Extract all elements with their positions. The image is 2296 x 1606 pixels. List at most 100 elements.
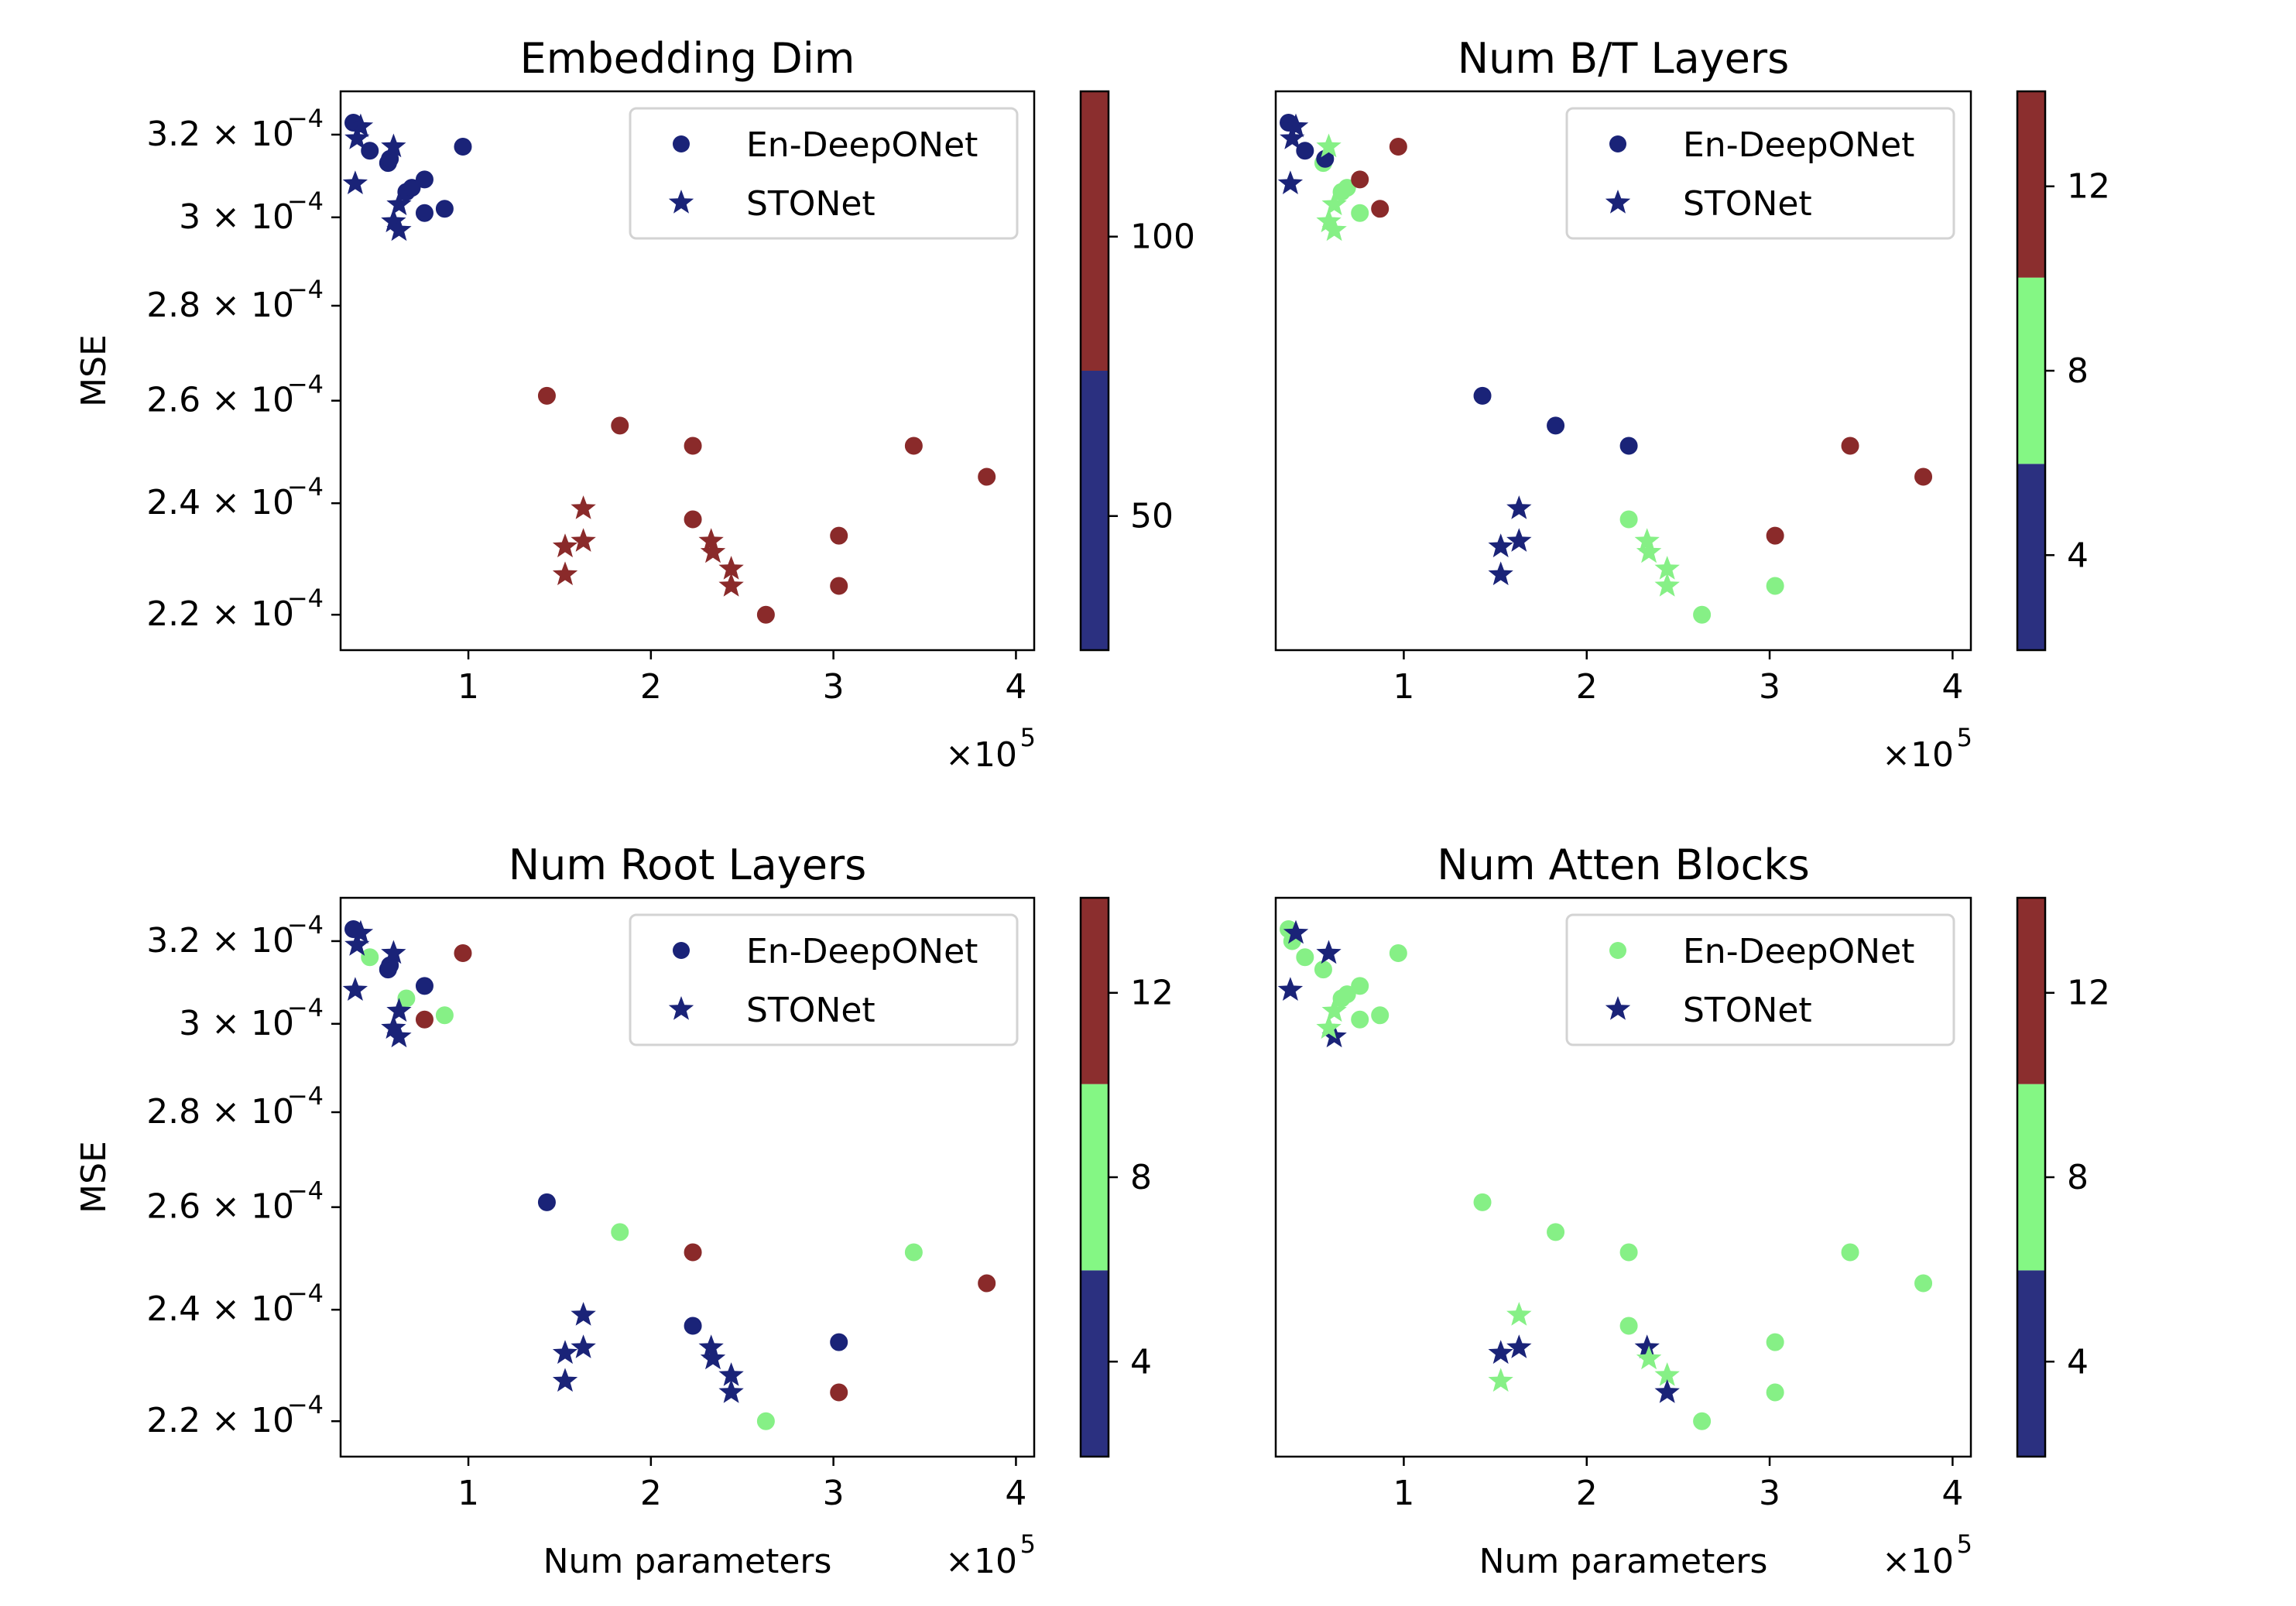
data-point <box>435 200 454 218</box>
data-point-star <box>348 919 374 944</box>
colorbar-segment <box>1081 1084 1109 1271</box>
data-point <box>454 944 472 963</box>
chart-title: Num Root Layers <box>509 841 867 889</box>
y-tick-exponent: −4 <box>287 1176 324 1206</box>
legend: En-DeepONet STONet <box>1565 913 1955 1046</box>
data-point-star <box>698 528 724 552</box>
data-point-star <box>700 1345 726 1370</box>
data-point <box>904 1243 923 1262</box>
data-point-star <box>1316 208 1342 233</box>
data-point <box>1914 467 1933 486</box>
data-point <box>684 510 702 529</box>
data-point <box>830 1333 848 1351</box>
data-point-star <box>1636 1345 1662 1370</box>
legend-marker-star <box>1605 996 1631 1020</box>
data-point-star <box>1654 1362 1680 1386</box>
colorbar: 4 8 12 <box>1079 896 1174 1458</box>
data-point-star <box>386 1023 412 1048</box>
colorbar-frame <box>1079 90 1110 652</box>
colorbar-tick-label: 8 <box>2067 351 2089 391</box>
series-stonet <box>1277 919 1680 1403</box>
data-point <box>415 204 433 222</box>
data-point <box>1351 204 1369 222</box>
data-point-star <box>571 528 596 552</box>
data-point-star <box>342 170 368 194</box>
data-point-star <box>718 556 744 580</box>
data-point-star <box>386 998 412 1022</box>
series-stonet <box>342 919 744 1403</box>
data-point <box>1296 142 1314 160</box>
data-point <box>415 977 433 995</box>
data-point <box>1338 179 1356 197</box>
data-point-star <box>344 932 370 956</box>
legend-box <box>1565 107 1955 240</box>
data-point <box>1766 1383 1784 1402</box>
series-en-deeponet <box>1280 920 1933 1430</box>
legend-label-stonet: STONet <box>1683 991 1812 1030</box>
legend-marker-circle <box>1609 942 1626 959</box>
colorbar-segment <box>2017 277 2045 464</box>
y-tick-label: 2.6 × 10 <box>146 381 294 420</box>
x-multiplier-label: ×10 <box>945 1542 1017 1581</box>
data-point <box>1389 138 1407 156</box>
y-tick-exponent: −4 <box>287 1390 324 1419</box>
data-point <box>830 1383 848 1402</box>
data-point <box>435 1006 454 1025</box>
data-point-star <box>386 217 412 241</box>
data-point <box>415 1010 433 1029</box>
legend-box <box>629 913 1019 1046</box>
y-tick-exponent: −4 <box>287 584 324 613</box>
colorbar-tick-label: 12 <box>1130 974 1174 1013</box>
x-tick-label: 3 <box>823 667 845 707</box>
data-point <box>1619 437 1638 455</box>
y-tick-exponent: −4 <box>287 275 324 304</box>
data-point-star <box>718 573 744 597</box>
y-tick-label: 2.8 × 10 <box>146 286 294 325</box>
y-tick-label: 3.2 × 10 <box>146 921 294 961</box>
data-point <box>1296 948 1314 967</box>
data-point-star <box>1506 1334 1532 1358</box>
data-point-star <box>1634 528 1660 552</box>
y-tick-exponent: −4 <box>287 472 324 502</box>
data-point-star <box>1316 940 1342 964</box>
data-point-star <box>381 133 406 158</box>
series-stonet <box>1277 113 1680 597</box>
y-tick-exponent: −4 <box>287 1279 324 1308</box>
data-point-star <box>1506 1302 1532 1326</box>
data-point-star <box>718 1379 744 1403</box>
data-point-star <box>1654 556 1680 580</box>
x-tick-label: 2 <box>640 1474 662 1513</box>
data-point-star <box>700 539 726 563</box>
data-point-star <box>552 1340 578 1365</box>
data-point <box>684 1243 702 1262</box>
data-point-star <box>1277 170 1304 194</box>
data-point <box>611 416 629 435</box>
data-point <box>1914 1274 1933 1293</box>
x-tick-label: 2 <box>1576 667 1598 707</box>
legend: En-DeepONet STONet <box>1565 107 1955 240</box>
data-point-star <box>1506 495 1532 519</box>
data-point <box>403 179 421 197</box>
data-point <box>1619 1317 1638 1335</box>
x-multiplier-label: ×10 <box>945 735 1017 775</box>
x-tick-label: 1 <box>1393 667 1414 707</box>
x-multiplier-label: ×10 <box>1882 1542 1954 1581</box>
data-point <box>1473 1193 1492 1211</box>
y-tick-label: 2.2 × 10 <box>146 594 294 634</box>
data-point <box>978 467 996 486</box>
data-point-star <box>1654 573 1680 597</box>
x-multiplier-exponent: 5 <box>1957 1529 1972 1559</box>
x-tick-label: 1 <box>1393 1474 1414 1513</box>
x-tick-label: 2 <box>1576 1474 1598 1513</box>
data-point-star <box>552 533 578 558</box>
legend-marker-star <box>668 996 694 1020</box>
data-point <box>454 138 472 156</box>
y-tick-exponent: −4 <box>287 910 324 940</box>
colorbar-segment <box>1081 371 1109 650</box>
data-point-star <box>1316 133 1342 158</box>
colorbar-tick-label: 4 <box>2067 536 2089 575</box>
data-point <box>1338 985 1356 1004</box>
